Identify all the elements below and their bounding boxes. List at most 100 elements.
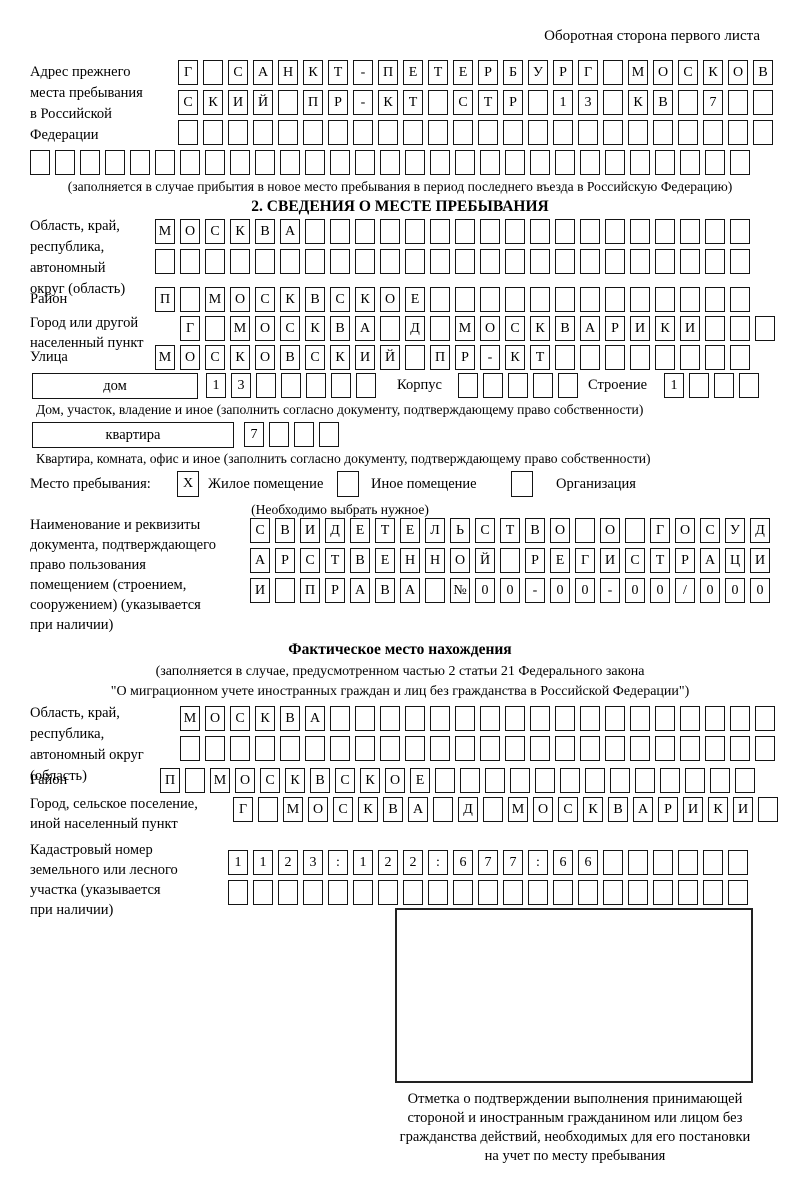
char-cell: К (378, 90, 398, 115)
char-cell: Е (453, 60, 473, 85)
char-cell (305, 736, 325, 761)
char-cell: С (205, 345, 225, 370)
char-cell (80, 150, 100, 175)
char-cell: : (328, 850, 348, 875)
char-cell: У (528, 60, 548, 85)
char-cell (425, 578, 445, 603)
char-cell (603, 90, 623, 115)
char-cell: О (230, 287, 250, 312)
char-cell (703, 850, 723, 875)
char-cell: 2 (278, 850, 298, 875)
char-cell (205, 736, 225, 761)
char-cell (730, 345, 750, 370)
char-cell: / (675, 578, 695, 603)
char-cell (180, 736, 200, 761)
korpus-label: Корпус (397, 377, 442, 393)
char-cell (685, 768, 705, 793)
char-cell (705, 736, 725, 761)
char-cell (555, 345, 575, 370)
cadastral-row-2 (228, 880, 748, 905)
char-cell (530, 287, 550, 312)
char-cell (730, 249, 750, 274)
char-cell (430, 249, 450, 274)
char-cell: А (700, 548, 720, 573)
char-cell: Е (375, 548, 395, 573)
char-cell: Т (328, 60, 348, 85)
char-cell (480, 706, 500, 731)
char-cell (280, 249, 300, 274)
char-cell (705, 219, 725, 244)
char-cell (455, 287, 475, 312)
char-cell (605, 249, 625, 274)
char-cell: А (253, 60, 273, 85)
char-cell: 1 (553, 90, 573, 115)
char-cell: Т (428, 60, 448, 85)
char-cell: В (375, 578, 395, 603)
char-cell: Е (405, 287, 425, 312)
char-cell (630, 249, 650, 274)
char-cell (453, 880, 473, 905)
char-cell: С (228, 60, 248, 85)
char-cell (705, 345, 725, 370)
char-cell: Н (425, 548, 445, 573)
char-cell: В (383, 797, 403, 822)
char-cell: Р (605, 316, 625, 341)
apartment-number-row: 7 (244, 422, 339, 447)
stay-type-note: (Необходимо выбрать нужное) (251, 502, 429, 517)
char-cell (380, 706, 400, 731)
char-cell: М (628, 60, 648, 85)
char-cell (455, 150, 475, 175)
actual-district-label: Район (30, 772, 68, 788)
char-cell (180, 150, 200, 175)
char-cell: 1 (206, 373, 226, 398)
char-cell (680, 287, 700, 312)
char-cell: С (333, 797, 353, 822)
char-cell: Р (455, 345, 475, 370)
char-cell (628, 880, 648, 905)
char-cell (603, 60, 623, 85)
char-cell (728, 850, 748, 875)
char-cell: К (360, 768, 380, 793)
char-cell (603, 880, 623, 905)
char-cell (758, 797, 778, 822)
char-cell (653, 120, 673, 145)
actual-location-title: Фактическое место нахождения (288, 641, 512, 658)
char-cell: М (210, 768, 230, 793)
char-cell (578, 880, 598, 905)
char-cell: С (678, 60, 698, 85)
char-cell: С (475, 518, 495, 543)
char-cell: Б (503, 60, 523, 85)
char-cell (653, 880, 673, 905)
char-cell: 7 (503, 850, 523, 875)
char-cell (303, 120, 323, 145)
char-cell (430, 706, 450, 731)
char-cell: О (205, 706, 225, 731)
char-cell: - (600, 578, 620, 603)
char-cell (430, 219, 450, 244)
char-cell (580, 345, 600, 370)
char-cell (30, 150, 50, 175)
char-cell: И (355, 345, 375, 370)
char-cell (428, 120, 448, 145)
char-cell: С (230, 706, 250, 731)
char-cell (605, 219, 625, 244)
char-cell: Т (650, 548, 670, 573)
char-cell: О (255, 345, 275, 370)
char-cell: П (155, 287, 175, 312)
char-cell (528, 120, 548, 145)
char-cell: Е (550, 548, 570, 573)
char-cell (625, 518, 645, 543)
char-cell (755, 316, 775, 341)
char-cell (605, 736, 625, 761)
char-cell (755, 736, 775, 761)
stroenie-label: Строение (588, 377, 648, 393)
char-cell (705, 316, 725, 341)
char-cell (505, 249, 525, 274)
char-cell: М (155, 219, 175, 244)
char-cell: А (400, 578, 420, 603)
char-cell: С (505, 316, 525, 341)
char-cell (380, 316, 400, 341)
char-cell: К (505, 345, 525, 370)
char-cell: 6 (553, 850, 573, 875)
